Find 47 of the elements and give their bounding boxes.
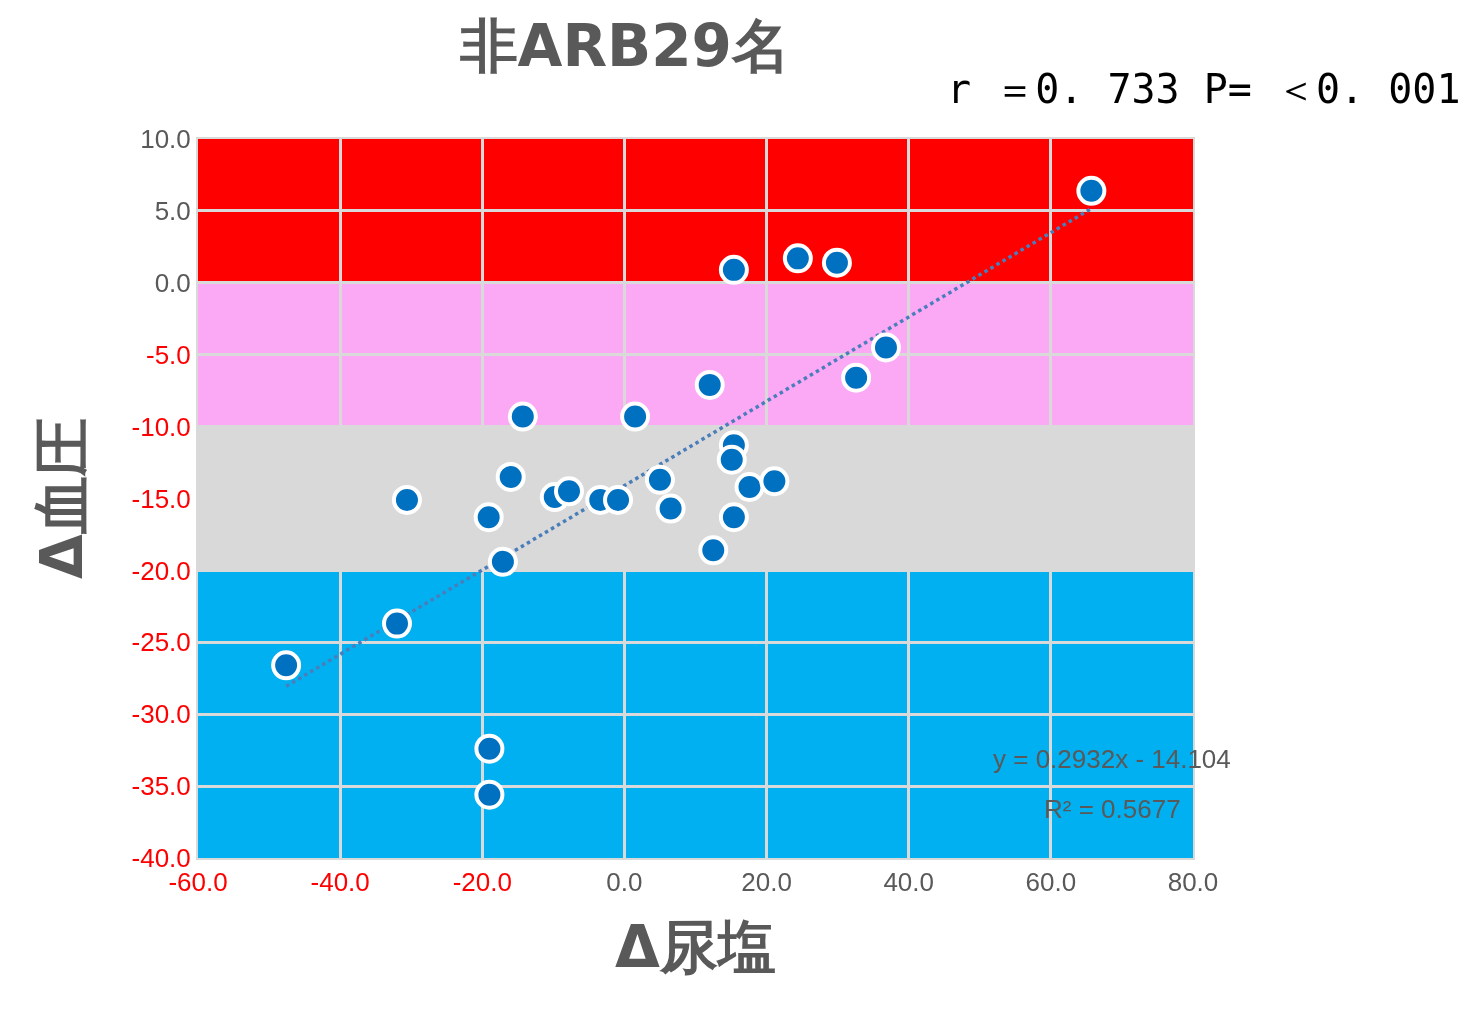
point [474, 733, 505, 764]
point [271, 650, 302, 681]
point [507, 401, 538, 432]
x-axis-title: Δ尿塩 [615, 912, 776, 981]
x-tick-label: 20.0 [741, 867, 792, 898]
x-tick-label: 0.0 [606, 867, 643, 898]
point [382, 608, 412, 639]
y-tick-label: -35.0 [131, 771, 191, 802]
point [620, 401, 651, 432]
point [870, 332, 901, 363]
chart-title: 非ARB29名 [458, 11, 790, 80]
x-tick-label: -40.0 [310, 867, 370, 898]
point [841, 362, 872, 393]
point [644, 464, 675, 495]
y-axis-title: Δ血圧 [28, 418, 97, 579]
point [694, 369, 725, 400]
y-tick-label: -5.0 [145, 339, 191, 370]
y-tick-label: 10.0 [140, 124, 191, 155]
text: r ＝0. 733 P= ＜0. 001 [947, 66, 1461, 112]
x-tick-label: -20.0 [452, 867, 512, 898]
x-tick-label: 40.0 [883, 867, 935, 898]
y-tick-label: -25.0 [131, 627, 191, 658]
y-tick-label: -20.0 [131, 555, 191, 586]
point [698, 535, 729, 566]
point [782, 243, 813, 274]
y-tick-label: 5.0 [154, 196, 191, 226]
point [495, 461, 526, 492]
point [603, 484, 634, 515]
point [821, 247, 852, 278]
point [487, 546, 518, 577]
point [718, 254, 749, 285]
y-tick-label: -30.0 [131, 699, 191, 730]
point [473, 502, 504, 533]
point [734, 472, 765, 502]
x-tick-label: 80.0 [1167, 867, 1219, 898]
y-tick-label: 0.0 [154, 267, 191, 298]
y-tick-label: -10.0 [131, 411, 191, 442]
y-tick-label: -15.0 [131, 483, 191, 514]
point [391, 484, 422, 515]
point [474, 779, 505, 810]
point [718, 502, 749, 533]
point [554, 476, 584, 507]
point [759, 466, 790, 497]
point [716, 444, 747, 475]
x-tick-label: 60.0 [1025, 867, 1077, 898]
point [655, 493, 686, 524]
point [1076, 175, 1107, 206]
